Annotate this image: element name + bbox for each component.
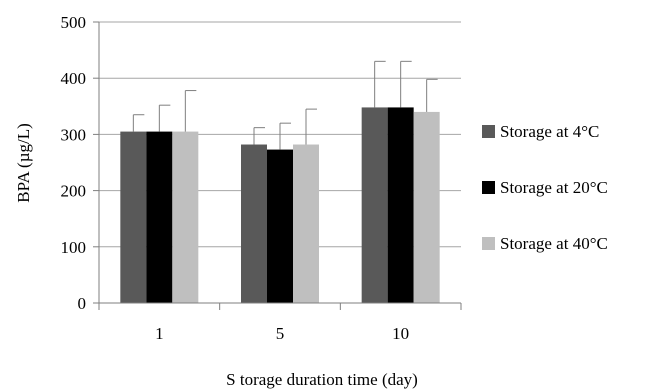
bar xyxy=(361,107,388,303)
legend: Storage at 4°C Storage at 20°C Storage at … xyxy=(482,122,608,253)
legend-label: Storage at 40°C xyxy=(500,234,608,253)
x-axis-title: S torage duration time (day) xyxy=(226,370,418,389)
x-tick-label: 10 xyxy=(392,324,409,343)
y-tick-label: 500 xyxy=(61,13,87,32)
bar xyxy=(120,131,147,303)
x-tick-labels: 1 5 10 xyxy=(155,324,409,343)
y-tick-labels: 0 100 200 300 400 500 xyxy=(61,13,87,313)
bar xyxy=(387,107,414,303)
legend-label: Storage at 20°C xyxy=(500,178,608,197)
x-tick-label: 5 xyxy=(276,324,285,343)
y-tick-label: 200 xyxy=(61,182,87,201)
legend-label: Storage at 4°C xyxy=(500,122,599,141)
bar xyxy=(267,149,293,303)
bar xyxy=(146,131,173,303)
y-tick-label: 300 xyxy=(61,125,87,144)
legend-swatch xyxy=(482,181,495,194)
axes xyxy=(93,21,462,310)
error-bars xyxy=(132,60,438,150)
x-tick-label: 1 xyxy=(155,324,164,343)
bar xyxy=(293,144,319,303)
y-axis-title: BPA (µg/L) xyxy=(14,123,33,203)
y-tick-label: 0 xyxy=(78,294,87,313)
legend-swatch xyxy=(482,125,495,138)
bar xyxy=(241,144,267,303)
y-tick-label: 400 xyxy=(61,69,87,88)
legend-swatch xyxy=(482,237,495,250)
bar xyxy=(413,111,440,303)
y-tick-label: 100 xyxy=(61,238,87,257)
bars xyxy=(120,107,440,303)
bar xyxy=(172,131,199,303)
